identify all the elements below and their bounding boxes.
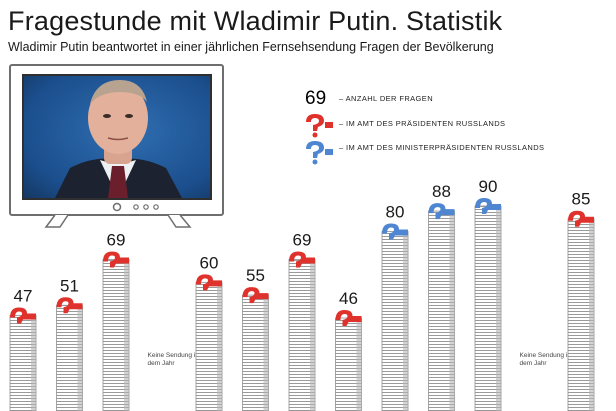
bar-stack-shade	[496, 206, 501, 411]
putin-photo	[24, 76, 210, 198]
legend-count-sample: 69	[305, 88, 326, 109]
tv-power-button	[112, 202, 122, 212]
legend-president-label: – IM AMT DES PRÄSIDENTEN RUSSLANDS	[339, 119, 505, 128]
eye-right	[125, 114, 133, 118]
bar-cap	[56, 297, 83, 314]
bar-stack-shade	[217, 282, 222, 411]
page-subtitle: Wladimir Putin beantwortet in einer jähr…	[8, 40, 494, 54]
tie-shape	[108, 166, 128, 198]
bar-value-label: 85	[572, 190, 591, 209]
bar-stack-shade	[31, 315, 36, 411]
bar-stack-shade	[263, 295, 269, 411]
bar-cap	[196, 274, 222, 291]
bar-cap	[335, 310, 362, 326]
bar-value-label: 69	[107, 230, 126, 249]
eye-left	[103, 114, 111, 118]
bar-cap	[289, 251, 315, 268]
bar-cap	[428, 203, 455, 220]
legend-pm-label: – IM AMT DES MINISTERPRÄSIDENTEN RUSSLAN…	[339, 143, 544, 152]
bar-stack-shade	[449, 211, 455, 411]
bar-stack-shade	[356, 318, 362, 411]
tv-dot	[143, 204, 149, 210]
bar-value-label: 69	[293, 230, 312, 249]
bar-value-label: 55	[246, 266, 265, 285]
bar-value-label: 47	[14, 286, 33, 305]
bars-group: 47 51 69 Keine Sendung in dem Jahr 60 55 69 46 80…	[9, 177, 595, 411]
tv-leg-right	[167, 214, 192, 228]
bar-stack-shade	[77, 305, 83, 411]
bar-cap	[475, 198, 501, 214]
bar-cap	[382, 223, 408, 240]
legend-president-icon	[306, 114, 333, 138]
legend: 69 – ANZAHL DER FRAGEN – IM AMT DES PRÄS…	[305, 88, 544, 165]
legend-pm-icon	[306, 141, 333, 165]
page-title: Fragestunde mit Wladimir Putin. Statisti…	[8, 6, 503, 36]
bar-stack-shade	[403, 231, 408, 411]
bar-cap	[568, 210, 594, 227]
no-broadcast-note: Keine Sendung in dem Jahr	[148, 352, 200, 367]
head-shape	[88, 82, 148, 154]
bar-value-label: 88	[432, 182, 451, 201]
bar-value-label: 46	[339, 289, 358, 308]
bar-cap	[10, 307, 36, 324]
tv-dot	[153, 204, 159, 210]
legend-count-label: – ANZAHL DER FRAGEN	[339, 94, 433, 103]
bar-cap	[103, 251, 129, 268]
no-broadcast-note: Keine Sendung in dem Jahr	[520, 352, 572, 367]
bar-cap	[242, 287, 269, 304]
mouth-shape	[107, 137, 129, 141]
bar-value-label: 80	[386, 202, 405, 221]
tv-leg-left	[44, 214, 69, 228]
bar-stack-shade	[310, 259, 315, 411]
tv-dot	[133, 204, 139, 210]
bar-stack-shade	[124, 259, 129, 411]
bar-value-label: 90	[479, 177, 498, 196]
bar-value-label: 60	[200, 253, 219, 272]
bar-value-label: 51	[60, 276, 79, 295]
hair-shape	[90, 80, 147, 104]
bar-stack-shade	[589, 218, 594, 411]
tv-illustration	[9, 64, 224, 228]
